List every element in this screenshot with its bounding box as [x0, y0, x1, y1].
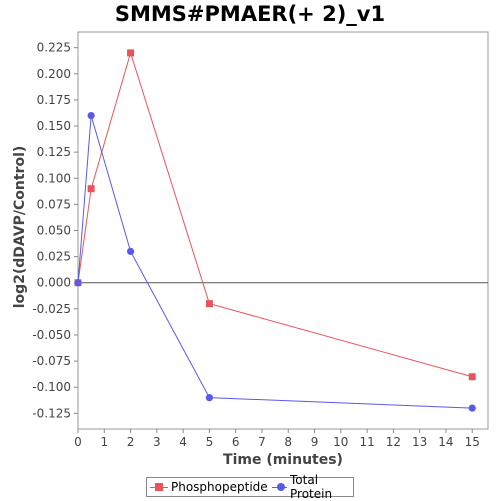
data-point-total-protein	[205, 394, 214, 402]
data-point-total-protein	[126, 247, 135, 255]
x-tick-label: 15	[465, 435, 480, 449]
x-tick-label: 0	[74, 435, 82, 449]
data-point-phosphopeptide	[127, 49, 135, 57]
x-tick-label: 9	[311, 435, 319, 449]
series-group	[74, 49, 476, 412]
square-marker-icon	[155, 483, 163, 491]
legend-label-phosphopeptide: Phosphopeptide	[171, 480, 268, 494]
data-point-phosphopeptide	[87, 185, 95, 193]
x-tick-label: 12	[386, 435, 401, 449]
x-axis-label: Time (minutes)	[223, 452, 343, 468]
legend-item-total-protein: Total Protein	[271, 473, 353, 501]
y-tick-label: 0.175	[37, 93, 71, 107]
chart-title: SMMS#PMAER(+ 2)_v1	[114, 2, 386, 26]
axes-group: 0.225 0.200 0.175 0.150 0.125 0.100 0.075 0.050…	[32, 31, 489, 449]
y-tick-label: 0.000	[37, 276, 71, 290]
x-tick-label: 4	[179, 435, 187, 449]
x-tick-label: 3	[153, 435, 161, 449]
data-point-phosphopeptide	[205, 300, 213, 308]
legend-swatch-total-protein	[271, 482, 287, 492]
data-point-total-protein	[87, 111, 95, 120]
x-tick-label: 2	[127, 435, 135, 449]
y-tick-label: -0.075	[32, 354, 71, 368]
y-tick-label: 0.125	[37, 145, 71, 159]
x-tick-label: 8	[284, 435, 292, 449]
x-tick-label: 10	[333, 435, 348, 449]
legend-swatch-phosphopeptide	[150, 482, 168, 492]
legend: Phosphopeptide Total Protein	[146, 473, 354, 501]
legend-label-total-protein: Total Protein	[290, 473, 333, 501]
data-point-total-protein	[74, 279, 82, 287]
y-tick-label: 0.050	[37, 224, 71, 238]
x-tick-label: 7	[258, 435, 266, 449]
y-tick-label: 0.075	[37, 197, 71, 211]
x-tick-label: 5	[206, 435, 214, 449]
y-tick-label: 0.100	[37, 171, 71, 185]
y-tick-label: 0.225	[37, 41, 71, 55]
y-tick-label: 0.150	[37, 119, 71, 133]
x-tick-label: 6	[232, 435, 240, 449]
y-tick-label: -0.025	[32, 302, 71, 316]
legend-item-phosphopeptide: Phosphopeptide	[150, 480, 268, 494]
y-tick-label: -0.050	[32, 328, 71, 342]
plot-area	[77, 31, 489, 430]
data-point-total-protein	[468, 404, 476, 412]
x-tick-label: 13	[412, 435, 427, 449]
x-tick-label: 14	[438, 435, 453, 449]
y-tick-label: 0.025	[37, 250, 71, 264]
x-tick-label: 11	[359, 435, 374, 449]
y-tick-label: -0.100	[32, 380, 71, 394]
y-tick-label: 0.200	[37, 67, 71, 81]
x-tick-label: 1	[100, 435, 108, 449]
data-point-phosphopeptide	[468, 373, 476, 381]
circle-marker-icon	[276, 483, 285, 491]
y-tick-label: -0.125	[32, 406, 71, 420]
